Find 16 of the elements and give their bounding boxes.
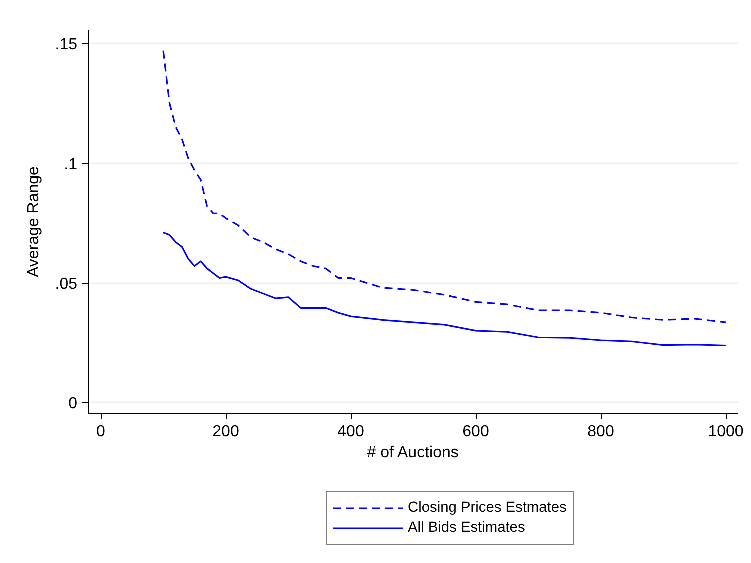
x-axis-title: # of Auctions (367, 444, 459, 462)
y-tick-label: .1 (64, 156, 78, 174)
y-tick-label: .15 (55, 36, 78, 54)
legend-label: Closing Prices Estmates (408, 500, 567, 516)
x-tick-label: 1000 (708, 424, 744, 440)
x-tick-label: 200 (212, 424, 240, 440)
y-axis-title: Average Range (25, 166, 42, 278)
x-tick-label: 400 (338, 424, 364, 440)
line-series (162, 232, 727, 347)
x-tick-label: 600 (462, 424, 490, 440)
line-series (162, 50, 727, 324)
y-tick-label: .05 (55, 276, 78, 294)
x-tick-label: 800 (588, 424, 614, 440)
x-tick-label: 0 (96, 424, 106, 440)
y-tick-label: 0 (68, 396, 78, 413)
legend-label: All Bids Estimates (408, 520, 526, 536)
